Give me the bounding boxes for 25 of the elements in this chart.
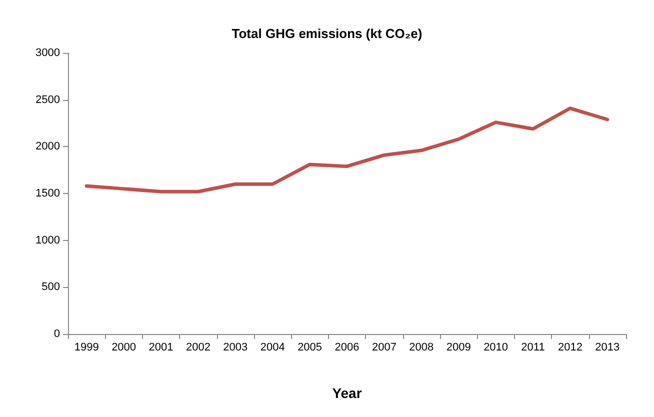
y-tick-label: 500 [42, 281, 60, 294]
x-tick-label: 1999 [74, 342, 99, 354]
x-tick-label: 2010 [484, 342, 508, 354]
x-tick-label: 2005 [298, 342, 322, 354]
y-tick-label: 2000 [36, 140, 60, 153]
x-tick-label: 2001 [148, 342, 174, 354]
x-tick-label: 2006 [334, 342, 360, 354]
x-tick-label: 2009 [446, 342, 471, 354]
x-tick-label: 2013 [595, 342, 620, 354]
x-tick-label: 2004 [260, 342, 285, 354]
x-tick-label: 2008 [409, 342, 434, 354]
y-tick-label: 3000 [36, 47, 60, 59]
y-tick-label: 2500 [36, 94, 60, 106]
x-tick-label: 2011 [521, 342, 545, 354]
y-tick-label: 1000 [36, 234, 60, 246]
y-tick-label: 0 [54, 328, 60, 340]
line-series [84, 106, 610, 194]
x-tick-label: 2003 [223, 342, 248, 354]
x-tick-label: 2012 [558, 342, 582, 354]
x-tick-label: 2002 [186, 342, 210, 354]
x-axis-title: Year [332, 385, 362, 401]
y-tick-label: 1500 [36, 188, 60, 200]
chart-title: Total GHG emissions (kt CO₂e) [232, 26, 422, 41]
x-tick-label: 2007 [372, 342, 396, 354]
x-tick-label: 2000 [112, 342, 136, 354]
